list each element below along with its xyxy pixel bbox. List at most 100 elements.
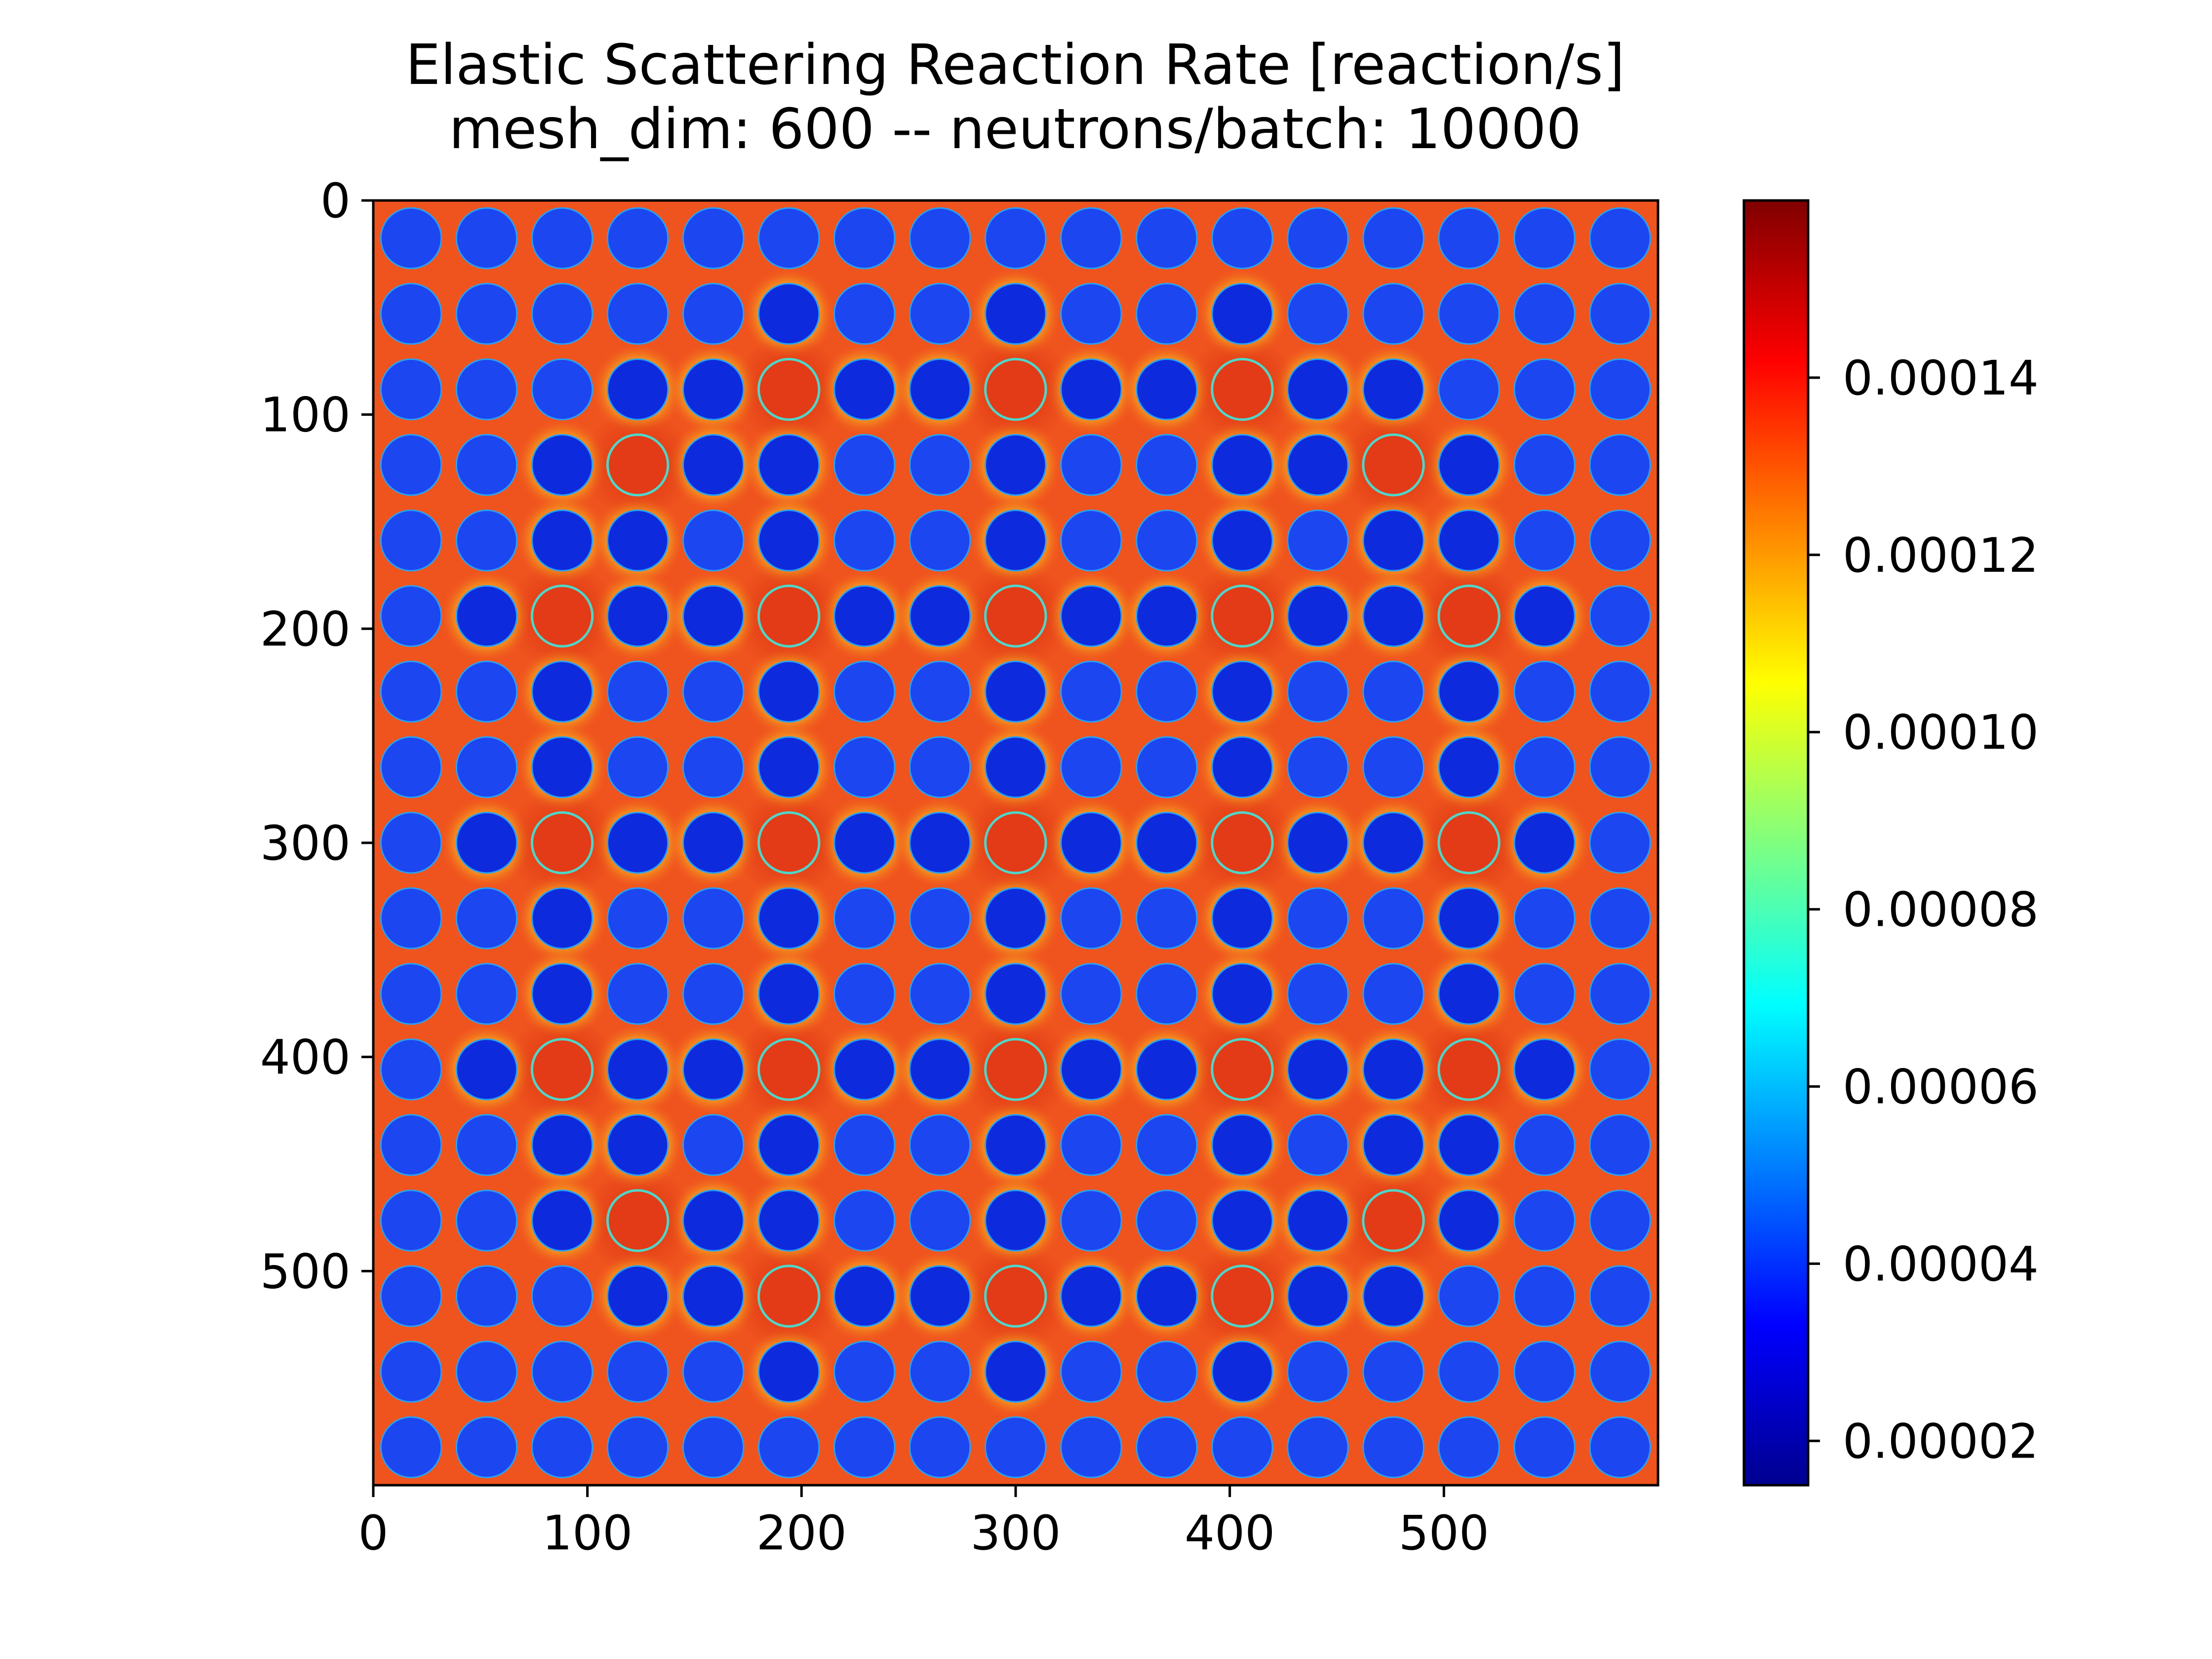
fuel-pin-cell bbox=[833, 1038, 896, 1101]
fuel-pin-cell bbox=[909, 207, 971, 270]
fuel-pin-cell bbox=[1513, 434, 1576, 496]
y-tick-label: 300 bbox=[260, 816, 351, 871]
fuel-pin-cell bbox=[1589, 1114, 1651, 1176]
fuel-pin-cell bbox=[1589, 282, 1651, 345]
fuel-pin-cell bbox=[1438, 887, 1500, 949]
fuel-pin-cell bbox=[1438, 1114, 1500, 1176]
fuel-pin-cell bbox=[1513, 585, 1576, 647]
fuel-pin-cell bbox=[833, 358, 896, 421]
fuel-pin-cell bbox=[1362, 1114, 1424, 1176]
fuel-pin-cell bbox=[1438, 1341, 1500, 1403]
fuel-pin-cell bbox=[682, 1265, 745, 1327]
colorbar-tick-label: 0.00012 bbox=[1843, 528, 2039, 583]
fuel-pin-cell bbox=[1438, 434, 1500, 496]
fuel-pin-cell bbox=[1060, 207, 1122, 270]
guide-tube-cell bbox=[530, 811, 594, 874]
fuel-pin-cell bbox=[833, 1341, 896, 1403]
fuel-pin-cell bbox=[1287, 661, 1349, 723]
fuel-pin-cell bbox=[1362, 207, 1424, 270]
fuel-pin-cell bbox=[1362, 661, 1424, 723]
fuel-pin-cell bbox=[1136, 1265, 1198, 1327]
fuel-pin-cell bbox=[1513, 207, 1576, 270]
guide-tube-cell bbox=[1211, 811, 1274, 874]
fuel-pin-cell bbox=[531, 736, 593, 798]
fuel-pin-cell bbox=[985, 1416, 1047, 1478]
fuel-pin-cell bbox=[1136, 1038, 1198, 1101]
fuel-pin-cell bbox=[1136, 282, 1198, 345]
fuel-pin-cell bbox=[909, 887, 971, 949]
fuel-pin-cell bbox=[606, 736, 669, 798]
fuel-pin-cell bbox=[1136, 434, 1198, 496]
fuel-pin-cell bbox=[1589, 358, 1651, 421]
fuel-pin-cell bbox=[1589, 736, 1651, 798]
y-axis: 0 100 200 300 400 500 bbox=[260, 173, 373, 1299]
fuel-pin-cell bbox=[380, 358, 442, 421]
fuel-pin-cell bbox=[380, 1416, 442, 1478]
fuel-pin-cell bbox=[758, 282, 820, 345]
fuel-pin-cell bbox=[455, 282, 518, 345]
fuel-pin-cell bbox=[1513, 358, 1576, 421]
fuel-pin-cell bbox=[1211, 887, 1273, 949]
fuel-pin-cell bbox=[985, 207, 1047, 270]
fuel-pin-cell bbox=[531, 1114, 593, 1176]
colorbar-tick-label: 0.00014 bbox=[1843, 351, 2039, 406]
fuel-pin-cell bbox=[1060, 661, 1122, 723]
fuel-pin-cell bbox=[758, 434, 820, 496]
fuel-pin-cell bbox=[455, 812, 518, 874]
fuel-pin-cell bbox=[1287, 358, 1349, 421]
fuel-pin-cell bbox=[1513, 1038, 1576, 1101]
fuel-pin-cell bbox=[1513, 282, 1576, 345]
fuel-pin-cell bbox=[380, 1038, 442, 1101]
fuel-pin-cell bbox=[1060, 812, 1122, 874]
fuel-pin-cell bbox=[1287, 1114, 1349, 1176]
guide-tube-cell bbox=[1211, 1038, 1274, 1101]
fuel-pin-cell bbox=[909, 434, 971, 496]
fuel-pin-cell bbox=[1211, 963, 1273, 1025]
fuel-pin-cell bbox=[758, 1416, 820, 1478]
guide-tube-cell bbox=[984, 585, 1047, 648]
fuel-pin-cell bbox=[606, 1416, 669, 1478]
fuel-pin-cell bbox=[1589, 1189, 1651, 1252]
guide-tube-cell bbox=[1362, 1189, 1425, 1252]
fuel-pin-cell bbox=[1438, 1265, 1500, 1327]
fuel-pin-cell bbox=[1287, 963, 1349, 1025]
fuel-pin-cell bbox=[682, 1341, 745, 1403]
fuel-pin-cell bbox=[909, 736, 971, 798]
guide-tube-cell bbox=[1437, 1038, 1501, 1101]
fuel-pin-cell bbox=[1438, 1416, 1500, 1478]
fuel-pin-cell bbox=[531, 509, 593, 572]
fuel-pin-cell bbox=[455, 1189, 518, 1252]
fuel-pin-cell bbox=[380, 1189, 442, 1252]
fuel-pin-cell bbox=[1136, 1341, 1198, 1403]
fuel-pin-cell bbox=[606, 1038, 669, 1101]
fuel-pin-cell bbox=[1136, 887, 1198, 949]
guide-tube-cell bbox=[1437, 811, 1501, 874]
fuel-pin-cell bbox=[531, 434, 593, 496]
fuel-pin-cell bbox=[833, 963, 896, 1025]
fuel-pin-cell bbox=[1513, 661, 1576, 723]
fuel-pin-cell bbox=[1589, 1341, 1651, 1403]
fuel-pin-cell bbox=[909, 1114, 971, 1176]
fuel-pin-cell bbox=[682, 358, 745, 421]
fuel-pin-cell bbox=[985, 887, 1047, 949]
fuel-pin-cell bbox=[1589, 509, 1651, 572]
fuel-pin-cell bbox=[682, 585, 745, 647]
fuel-pin-cell bbox=[1060, 434, 1122, 496]
fuel-pin-cell bbox=[1136, 509, 1198, 572]
fuel-pin-cell bbox=[455, 887, 518, 949]
fuel-pin-cell bbox=[1060, 1114, 1122, 1176]
fuel-pin-cell bbox=[380, 1114, 442, 1176]
fuel-pin-cell bbox=[1362, 1265, 1424, 1327]
fuel-pin-cell bbox=[531, 358, 593, 421]
fuel-pin-cell bbox=[1513, 1416, 1576, 1478]
fuel-pin-cell bbox=[758, 887, 820, 949]
fuel-pin-cell bbox=[1362, 963, 1424, 1025]
guide-tube-cell bbox=[757, 1038, 821, 1101]
fuel-pin-cell bbox=[985, 1341, 1047, 1403]
guide-tube-cell bbox=[757, 811, 821, 874]
x-tick-label: 100 bbox=[542, 1505, 632, 1561]
fuel-pin-cell bbox=[455, 1265, 518, 1327]
guide-tube-cell bbox=[757, 585, 821, 648]
fuel-pin-cell bbox=[1060, 1341, 1122, 1403]
fuel-pin-cell bbox=[682, 887, 745, 949]
